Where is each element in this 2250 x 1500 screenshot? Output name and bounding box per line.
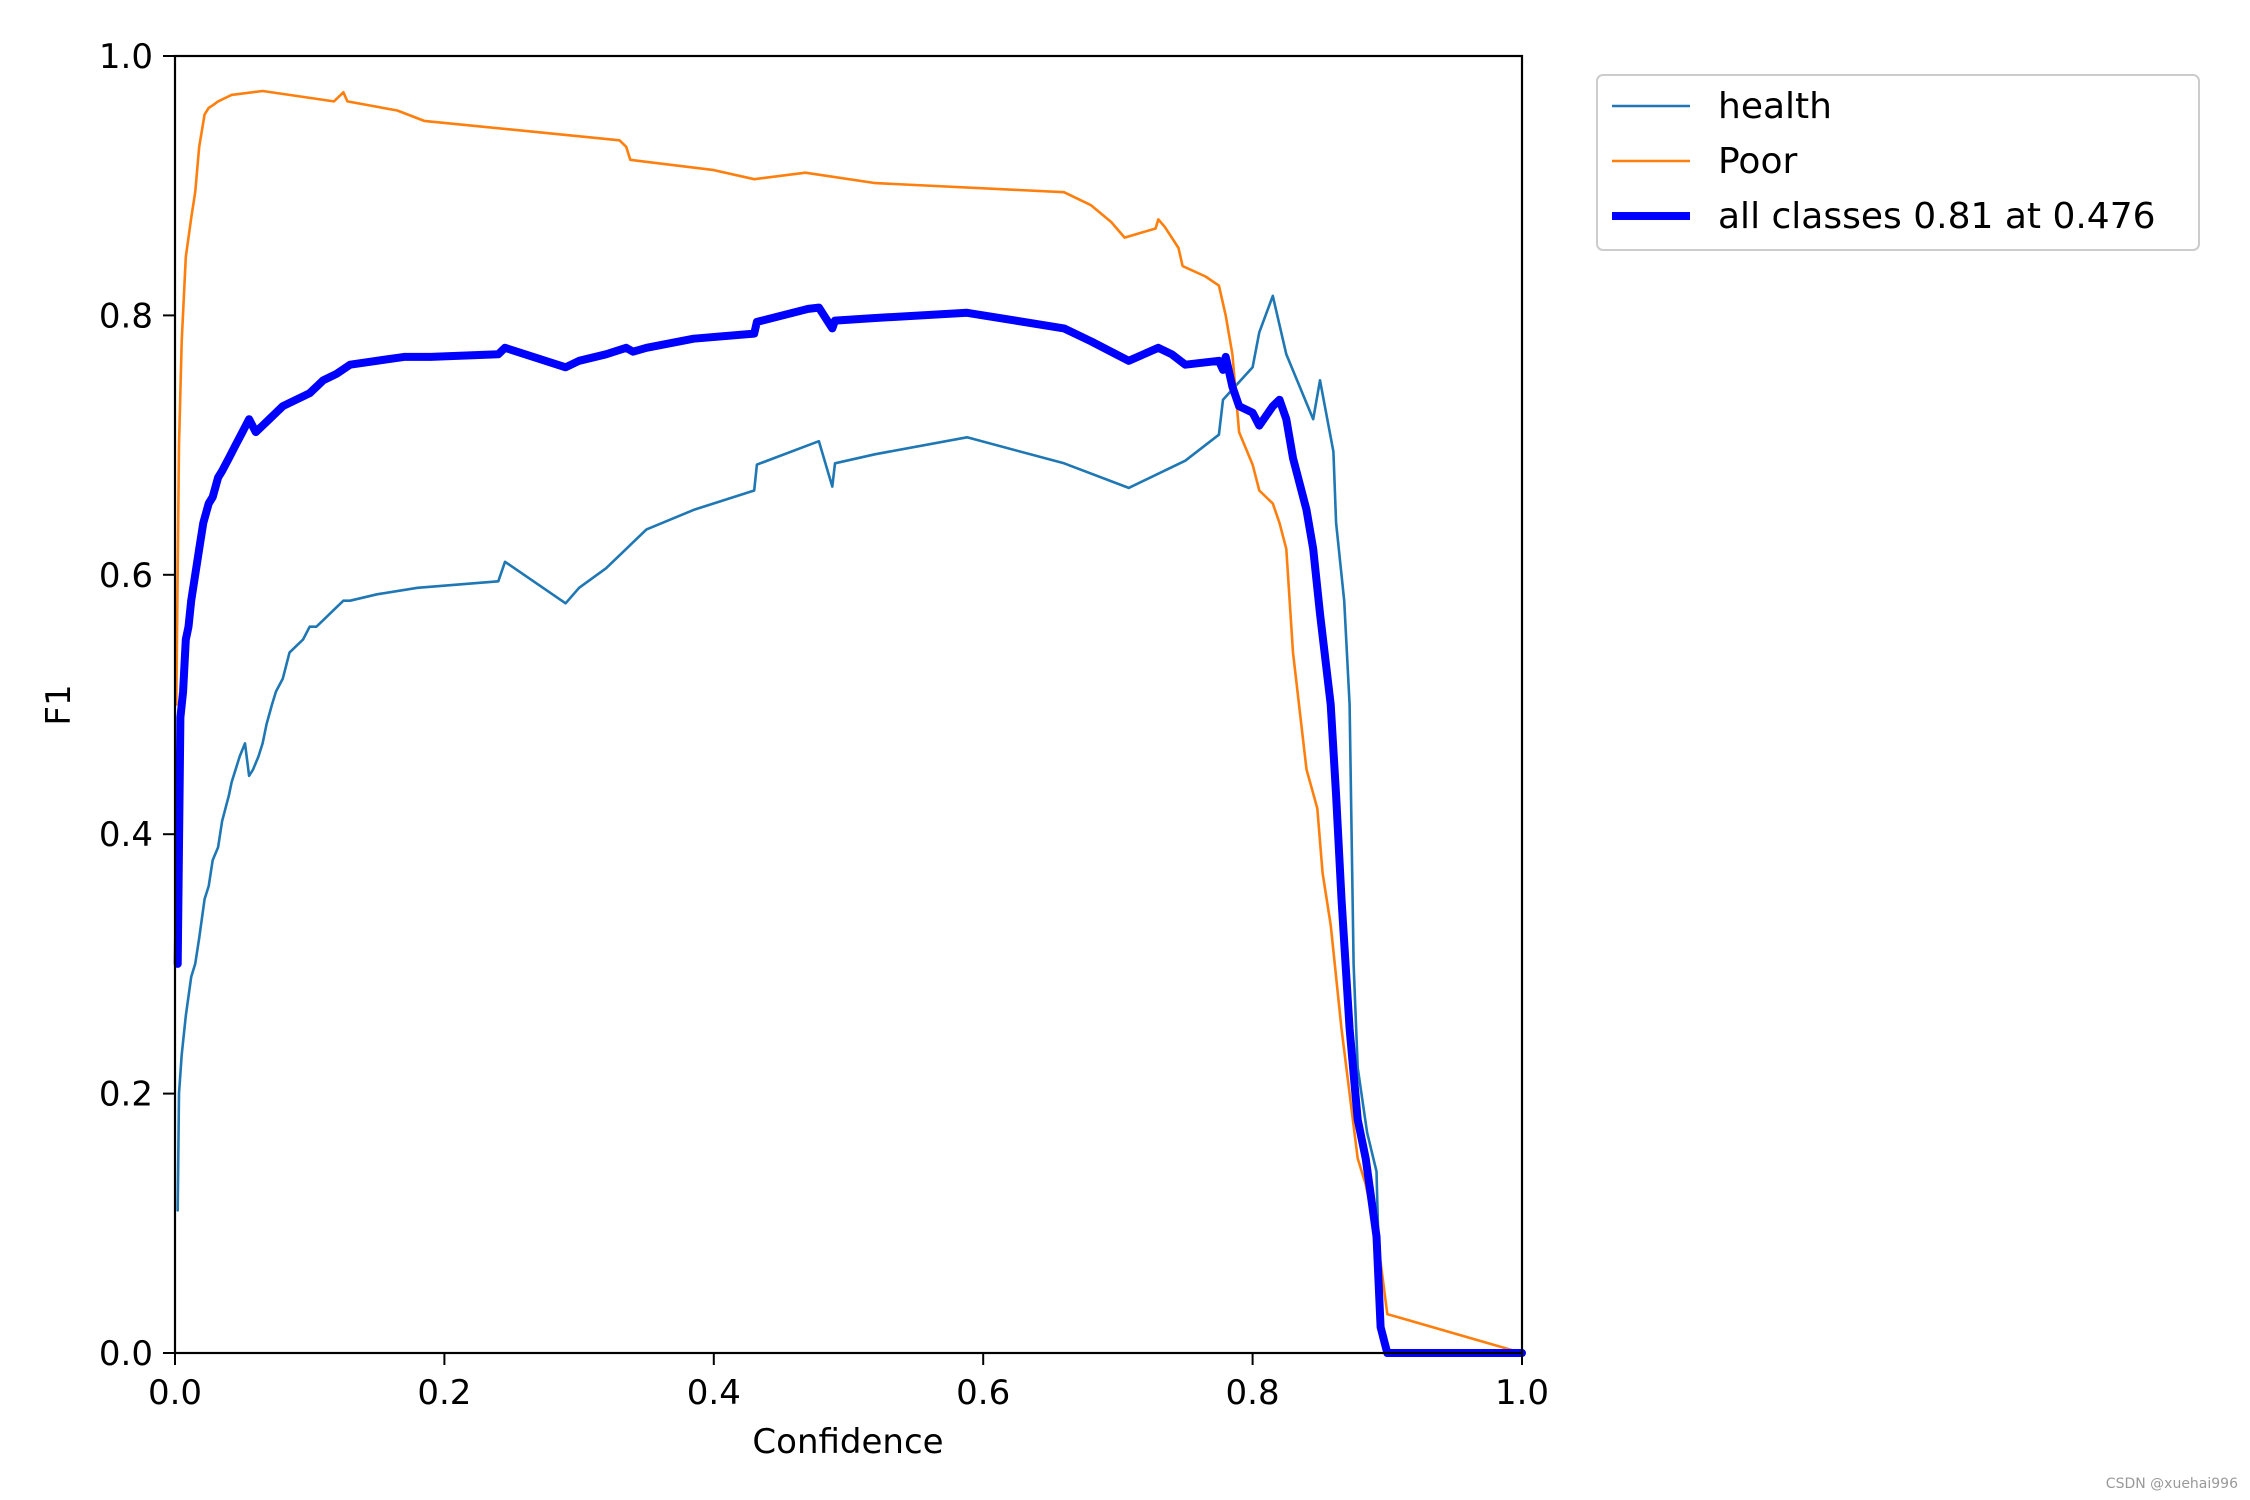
x-tick-label: 0.8 xyxy=(1226,1373,1280,1413)
x-tick-label: 1.0 xyxy=(1495,1373,1549,1413)
series-line-2 xyxy=(173,303,1526,1357)
y-axis-ticks: 0.0 0.2 0.4 0.6 0.8 1.0 xyxy=(99,37,175,1374)
plot-lines xyxy=(173,89,1526,1357)
series-line-1 xyxy=(175,89,1524,1355)
legend-box xyxy=(1596,74,2200,251)
y-tick-label: 0.6 xyxy=(99,556,153,596)
x-tick-label: 0.4 xyxy=(687,1373,741,1413)
legend-label-1: Poor xyxy=(1718,141,1797,182)
series-line-0 xyxy=(176,294,1524,1355)
y-tick-label: 0.4 xyxy=(99,815,153,855)
watermark: CSDN @xuehai996 xyxy=(2105,1476,2238,1492)
y-axis-title: F1 xyxy=(39,684,79,725)
legend-label-0: health xyxy=(1718,86,1832,127)
plot-frame xyxy=(173,54,1524,1355)
legend: health Poor all classes 0.81 at 0.476 xyxy=(1596,74,2200,251)
x-tick-label: 0.2 xyxy=(417,1373,471,1413)
y-tick-label: 0.8 xyxy=(99,296,153,336)
y-tick-label: 1.0 xyxy=(99,37,153,77)
y-tick-label: 0.0 xyxy=(99,1334,153,1374)
x-tick-label: 0.0 xyxy=(148,1373,202,1413)
x-axis-ticks: 0.0 0.2 0.4 0.6 0.8 1.0 xyxy=(148,1353,1549,1413)
y-tick-label: 0.2 xyxy=(99,1075,153,1115)
legend-label-2: all classes 0.81 at 0.476 xyxy=(1718,196,2156,237)
x-tick-label: 0.6 xyxy=(956,1373,1010,1413)
x-axis-title: Confidence xyxy=(752,1422,943,1462)
